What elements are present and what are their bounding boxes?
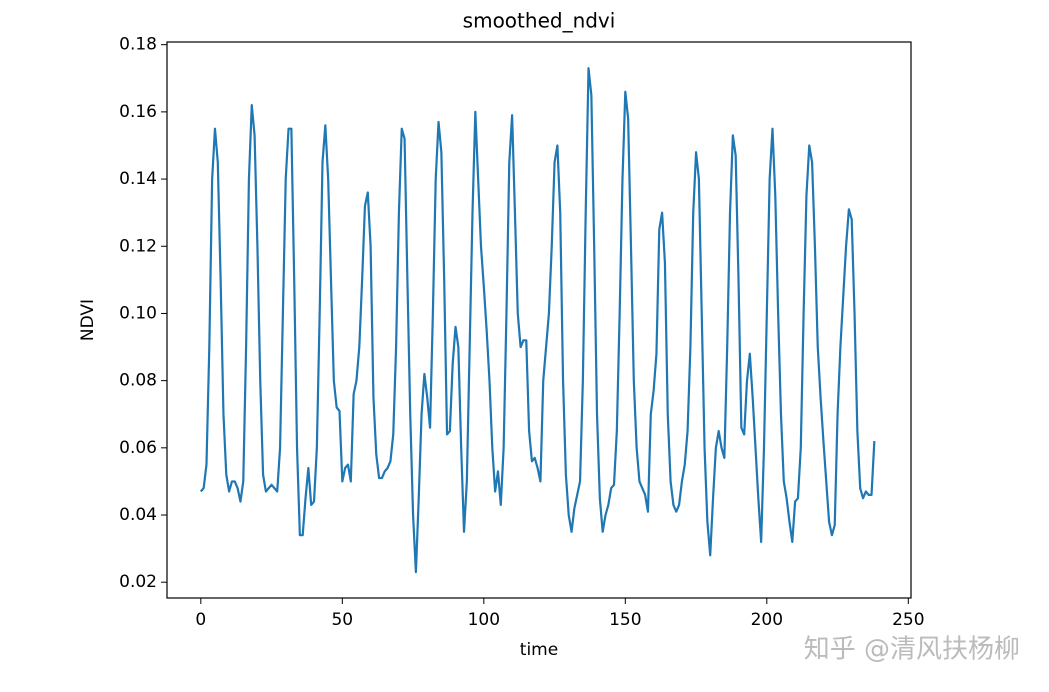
x-tick-label: 0	[195, 610, 206, 630]
x-tick-label: 100	[468, 610, 500, 630]
y-tick-label: 0.06	[119, 438, 157, 458]
watermark: 知乎 @清风扶杨柳	[804, 635, 1020, 665]
x-tick-label: 200	[751, 610, 783, 630]
y-tick-label: 0.12	[119, 236, 157, 256]
y-tick-label: 0.14	[119, 169, 157, 189]
chart-title: smoothed_ndvi	[463, 9, 616, 33]
x-tick-label: 150	[609, 610, 641, 630]
y-tick-label: 0.04	[119, 505, 157, 525]
y-tick-label: 0.18	[119, 35, 157, 55]
y-tick-label: 0.02	[119, 572, 157, 592]
plot-frame	[166, 41, 912, 599]
x-tick-label: 50	[331, 610, 353, 630]
y-axis-label: NDVI	[78, 299, 98, 341]
data-line	[199, 67, 876, 574]
y-tick-label: 0.10	[119, 303, 157, 323]
y-tick-label: 0.16	[119, 102, 157, 122]
y-tick-label: 0.08	[119, 371, 157, 391]
x-axis-label: time	[520, 640, 558, 660]
x-tick-label: 250	[892, 610, 924, 630]
